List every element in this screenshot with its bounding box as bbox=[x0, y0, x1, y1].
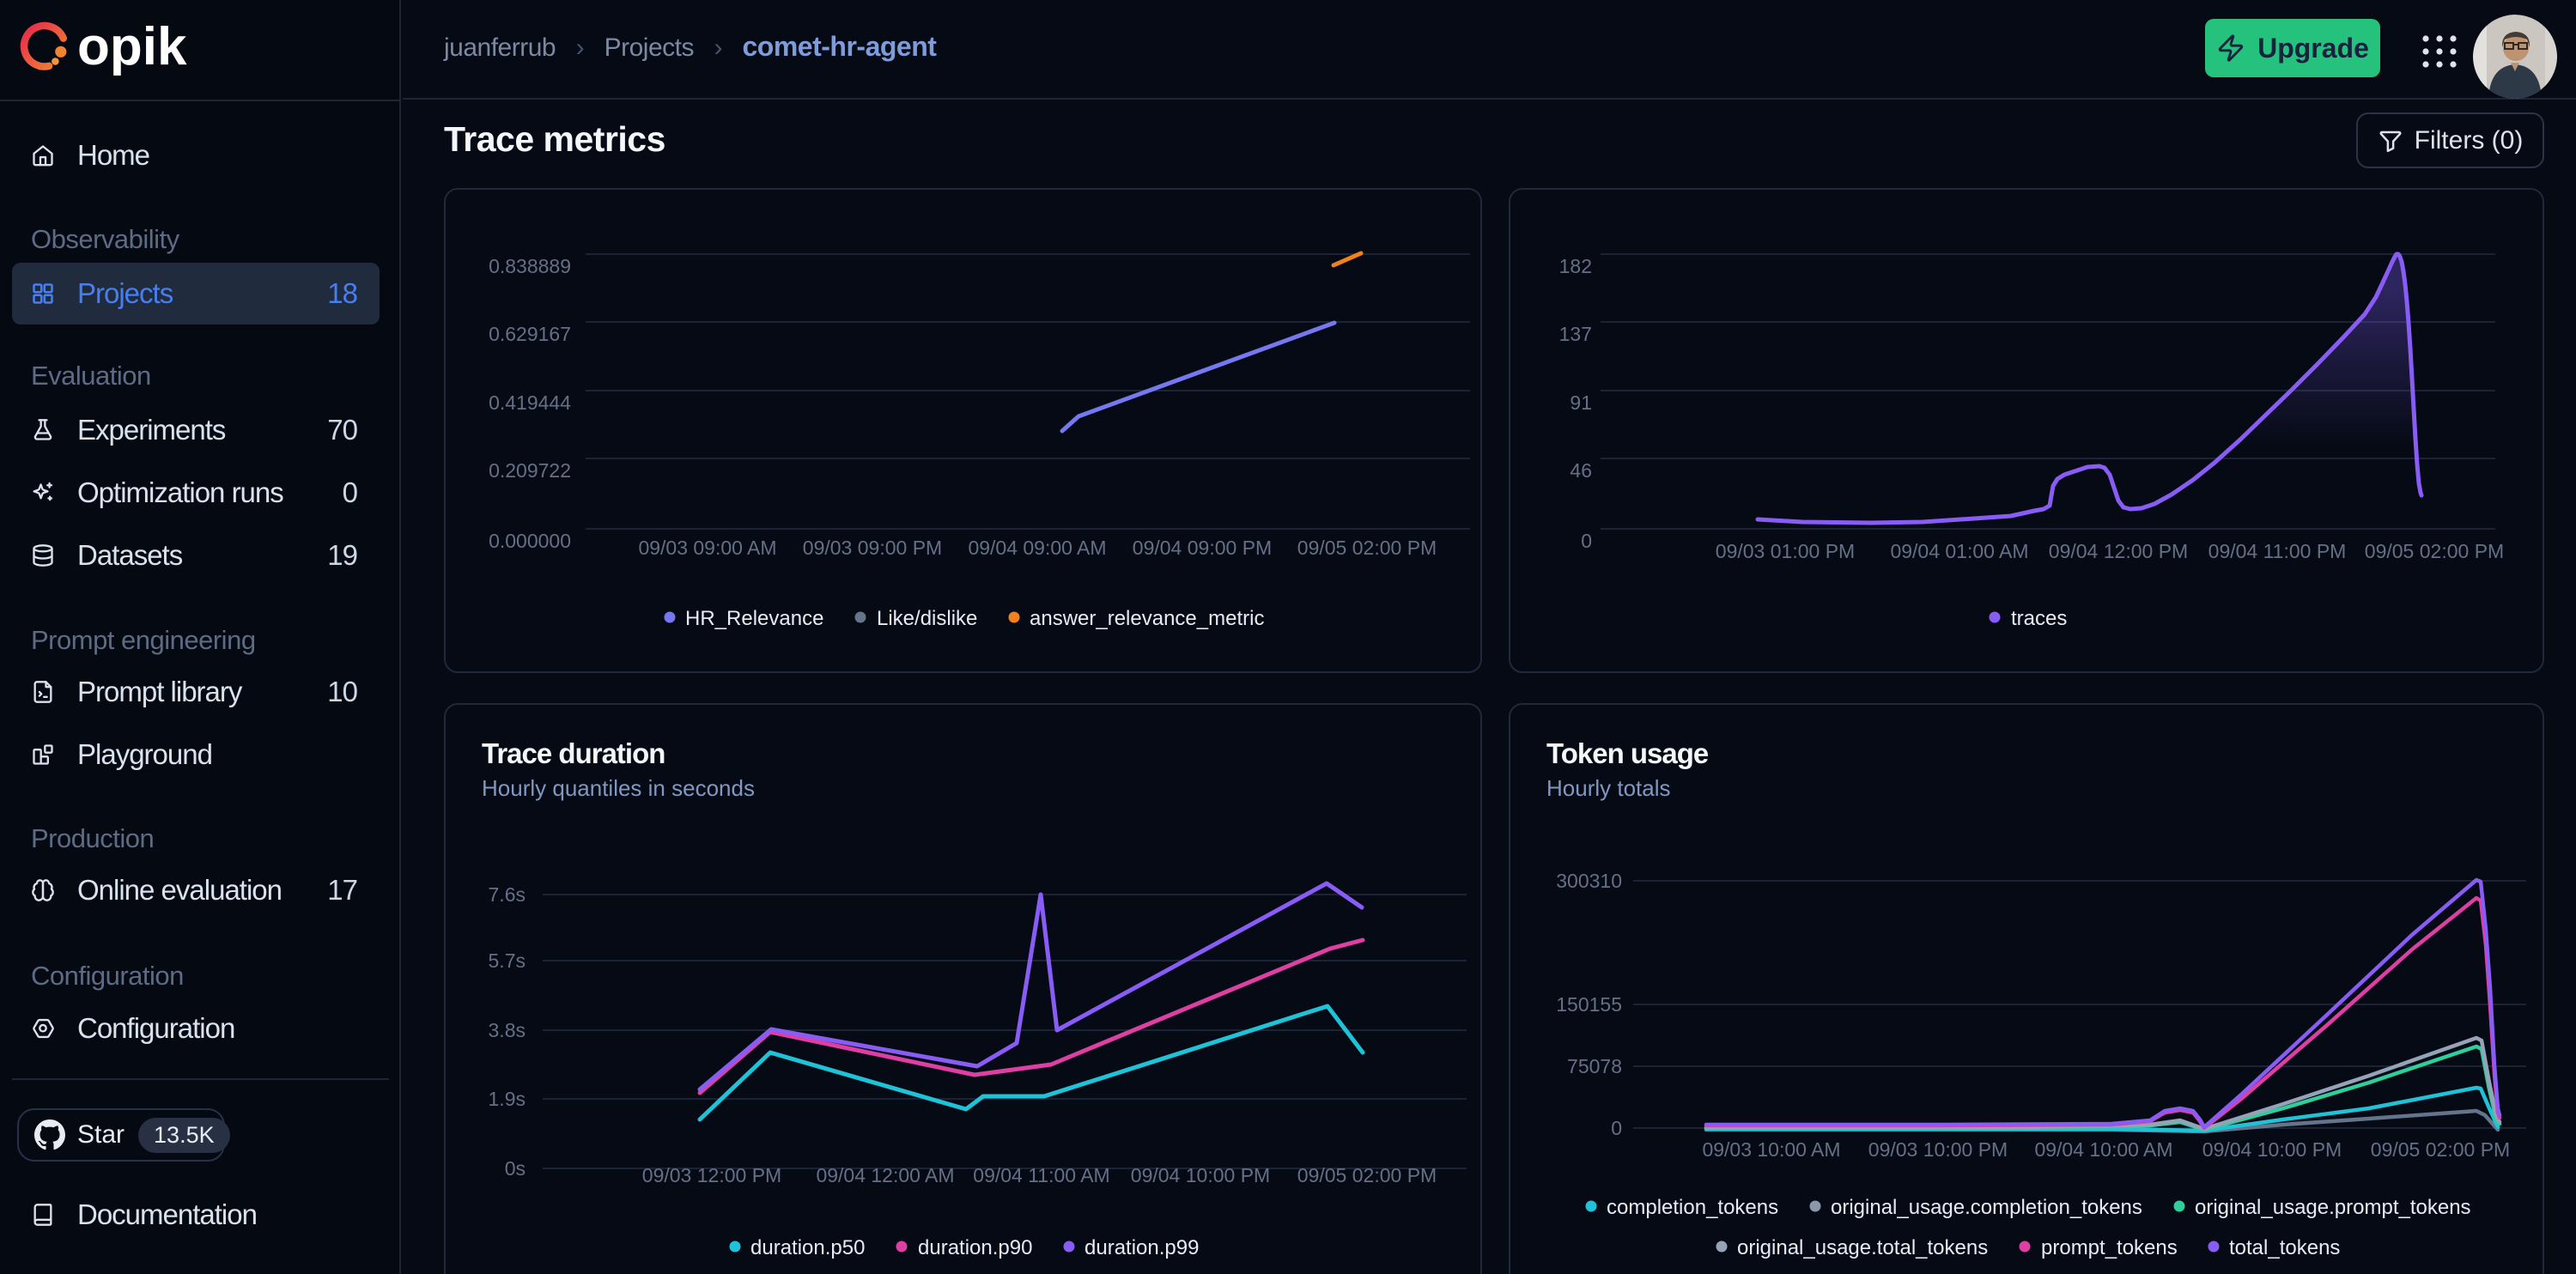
svg-text:0: 0 bbox=[1581, 530, 1592, 552]
svg-text:duration.p50: duration.p50 bbox=[750, 1236, 865, 1259]
svg-text:09/05 02:00 PM: 09/05 02:00 PM bbox=[2371, 1138, 2510, 1161]
svg-text:original_usage.total_tokens: original_usage.total_tokens bbox=[1737, 1236, 1988, 1259]
svg-text:09/03 10:00 PM: 09/03 10:00 PM bbox=[1868, 1138, 2008, 1161]
svg-text:7.6s: 7.6s bbox=[489, 883, 526, 906]
svg-text:46: 46 bbox=[1570, 459, 1592, 482]
svg-text:opik: opik bbox=[77, 17, 187, 76]
svg-text:HR_Relevance: HR_Relevance bbox=[685, 607, 823, 630]
svg-text:0s: 0s bbox=[505, 1157, 526, 1180]
svg-text:total_tokens: total_tokens bbox=[2229, 1236, 2340, 1259]
svg-text:answer_relevance_metric: answer_relevance_metric bbox=[1030, 607, 1264, 630]
svg-text:0.000000: 0.000000 bbox=[489, 530, 571, 552]
svg-text:prompt_tokens: prompt_tokens bbox=[2041, 1236, 2178, 1259]
svg-text:300310: 300310 bbox=[1556, 870, 1622, 892]
svg-text:75078: 75078 bbox=[1567, 1055, 1622, 1077]
svg-text:09/04 10:00 AM: 09/04 10:00 AM bbox=[2034, 1138, 2172, 1161]
svg-text:original_usage.prompt_tokens: original_usage.prompt_tokens bbox=[2195, 1196, 2471, 1219]
svg-text:09/05 02:00 PM: 09/05 02:00 PM bbox=[1297, 537, 1437, 559]
svg-text:0: 0 bbox=[1611, 1117, 1622, 1139]
svg-text:09/04 09:00 PM: 09/04 09:00 PM bbox=[1133, 537, 1272, 559]
svg-text:0.629167: 0.629167 bbox=[489, 323, 571, 345]
svg-text:traces: traces bbox=[2011, 607, 2067, 630]
svg-text:91: 91 bbox=[1570, 391, 1592, 414]
svg-text:duration.p90: duration.p90 bbox=[918, 1236, 1032, 1259]
svg-text:09/04 01:00 AM: 09/04 01:00 AM bbox=[1890, 540, 2028, 562]
svg-text:duration.p99: duration.p99 bbox=[1084, 1236, 1199, 1259]
svg-text:09/04 10:00 PM: 09/04 10:00 PM bbox=[2202, 1138, 2342, 1161]
svg-text:09/03 01:00 PM: 09/03 01:00 PM bbox=[1716, 540, 1855, 562]
svg-text:150155: 150155 bbox=[1556, 993, 1622, 1016]
svg-text:3.8s: 3.8s bbox=[489, 1019, 526, 1041]
svg-text:original_usage.completion_toke: original_usage.completion_tokens bbox=[1831, 1196, 2142, 1219]
svg-text:137: 137 bbox=[1559, 323, 1592, 345]
svg-text:0.419444: 0.419444 bbox=[489, 391, 571, 414]
svg-text:09/04 11:00 AM: 09/04 11:00 AM bbox=[973, 1164, 1109, 1186]
svg-text:09/04 11:00 PM: 09/04 11:00 PM bbox=[2208, 540, 2347, 562]
svg-text:182: 182 bbox=[1559, 255, 1592, 277]
svg-text:09/05 02:00 PM: 09/05 02:00 PM bbox=[2365, 540, 2504, 562]
svg-text:09/03 12:00 PM: 09/03 12:00 PM bbox=[642, 1164, 781, 1186]
svg-text:0.209722: 0.209722 bbox=[489, 459, 571, 482]
svg-text:completion_tokens: completion_tokens bbox=[1607, 1196, 1778, 1219]
svg-text:09/03 09:00 PM: 09/03 09:00 PM bbox=[803, 537, 942, 559]
svg-text:09/05 02:00 PM: 09/05 02:00 PM bbox=[1297, 1164, 1437, 1186]
svg-text:09/03 09:00 AM: 09/03 09:00 AM bbox=[638, 537, 776, 559]
svg-text:09/04 09:00 AM: 09/04 09:00 AM bbox=[968, 537, 1106, 559]
svg-text:09/04 10:00 PM: 09/04 10:00 PM bbox=[1131, 1164, 1270, 1186]
svg-text:0.838889: 0.838889 bbox=[489, 255, 571, 277]
svg-text:1.9s: 1.9s bbox=[489, 1088, 526, 1110]
svg-text:Like/dislike: Like/dislike bbox=[877, 607, 977, 630]
svg-text:09/04 12:00 PM: 09/04 12:00 PM bbox=[2049, 540, 2188, 562]
svg-text:09/03 10:00 AM: 09/03 10:00 AM bbox=[1702, 1138, 1840, 1161]
svg-text:09/04 12:00 AM: 09/04 12:00 AM bbox=[816, 1164, 954, 1186]
svg-text:5.7s: 5.7s bbox=[489, 949, 526, 972]
